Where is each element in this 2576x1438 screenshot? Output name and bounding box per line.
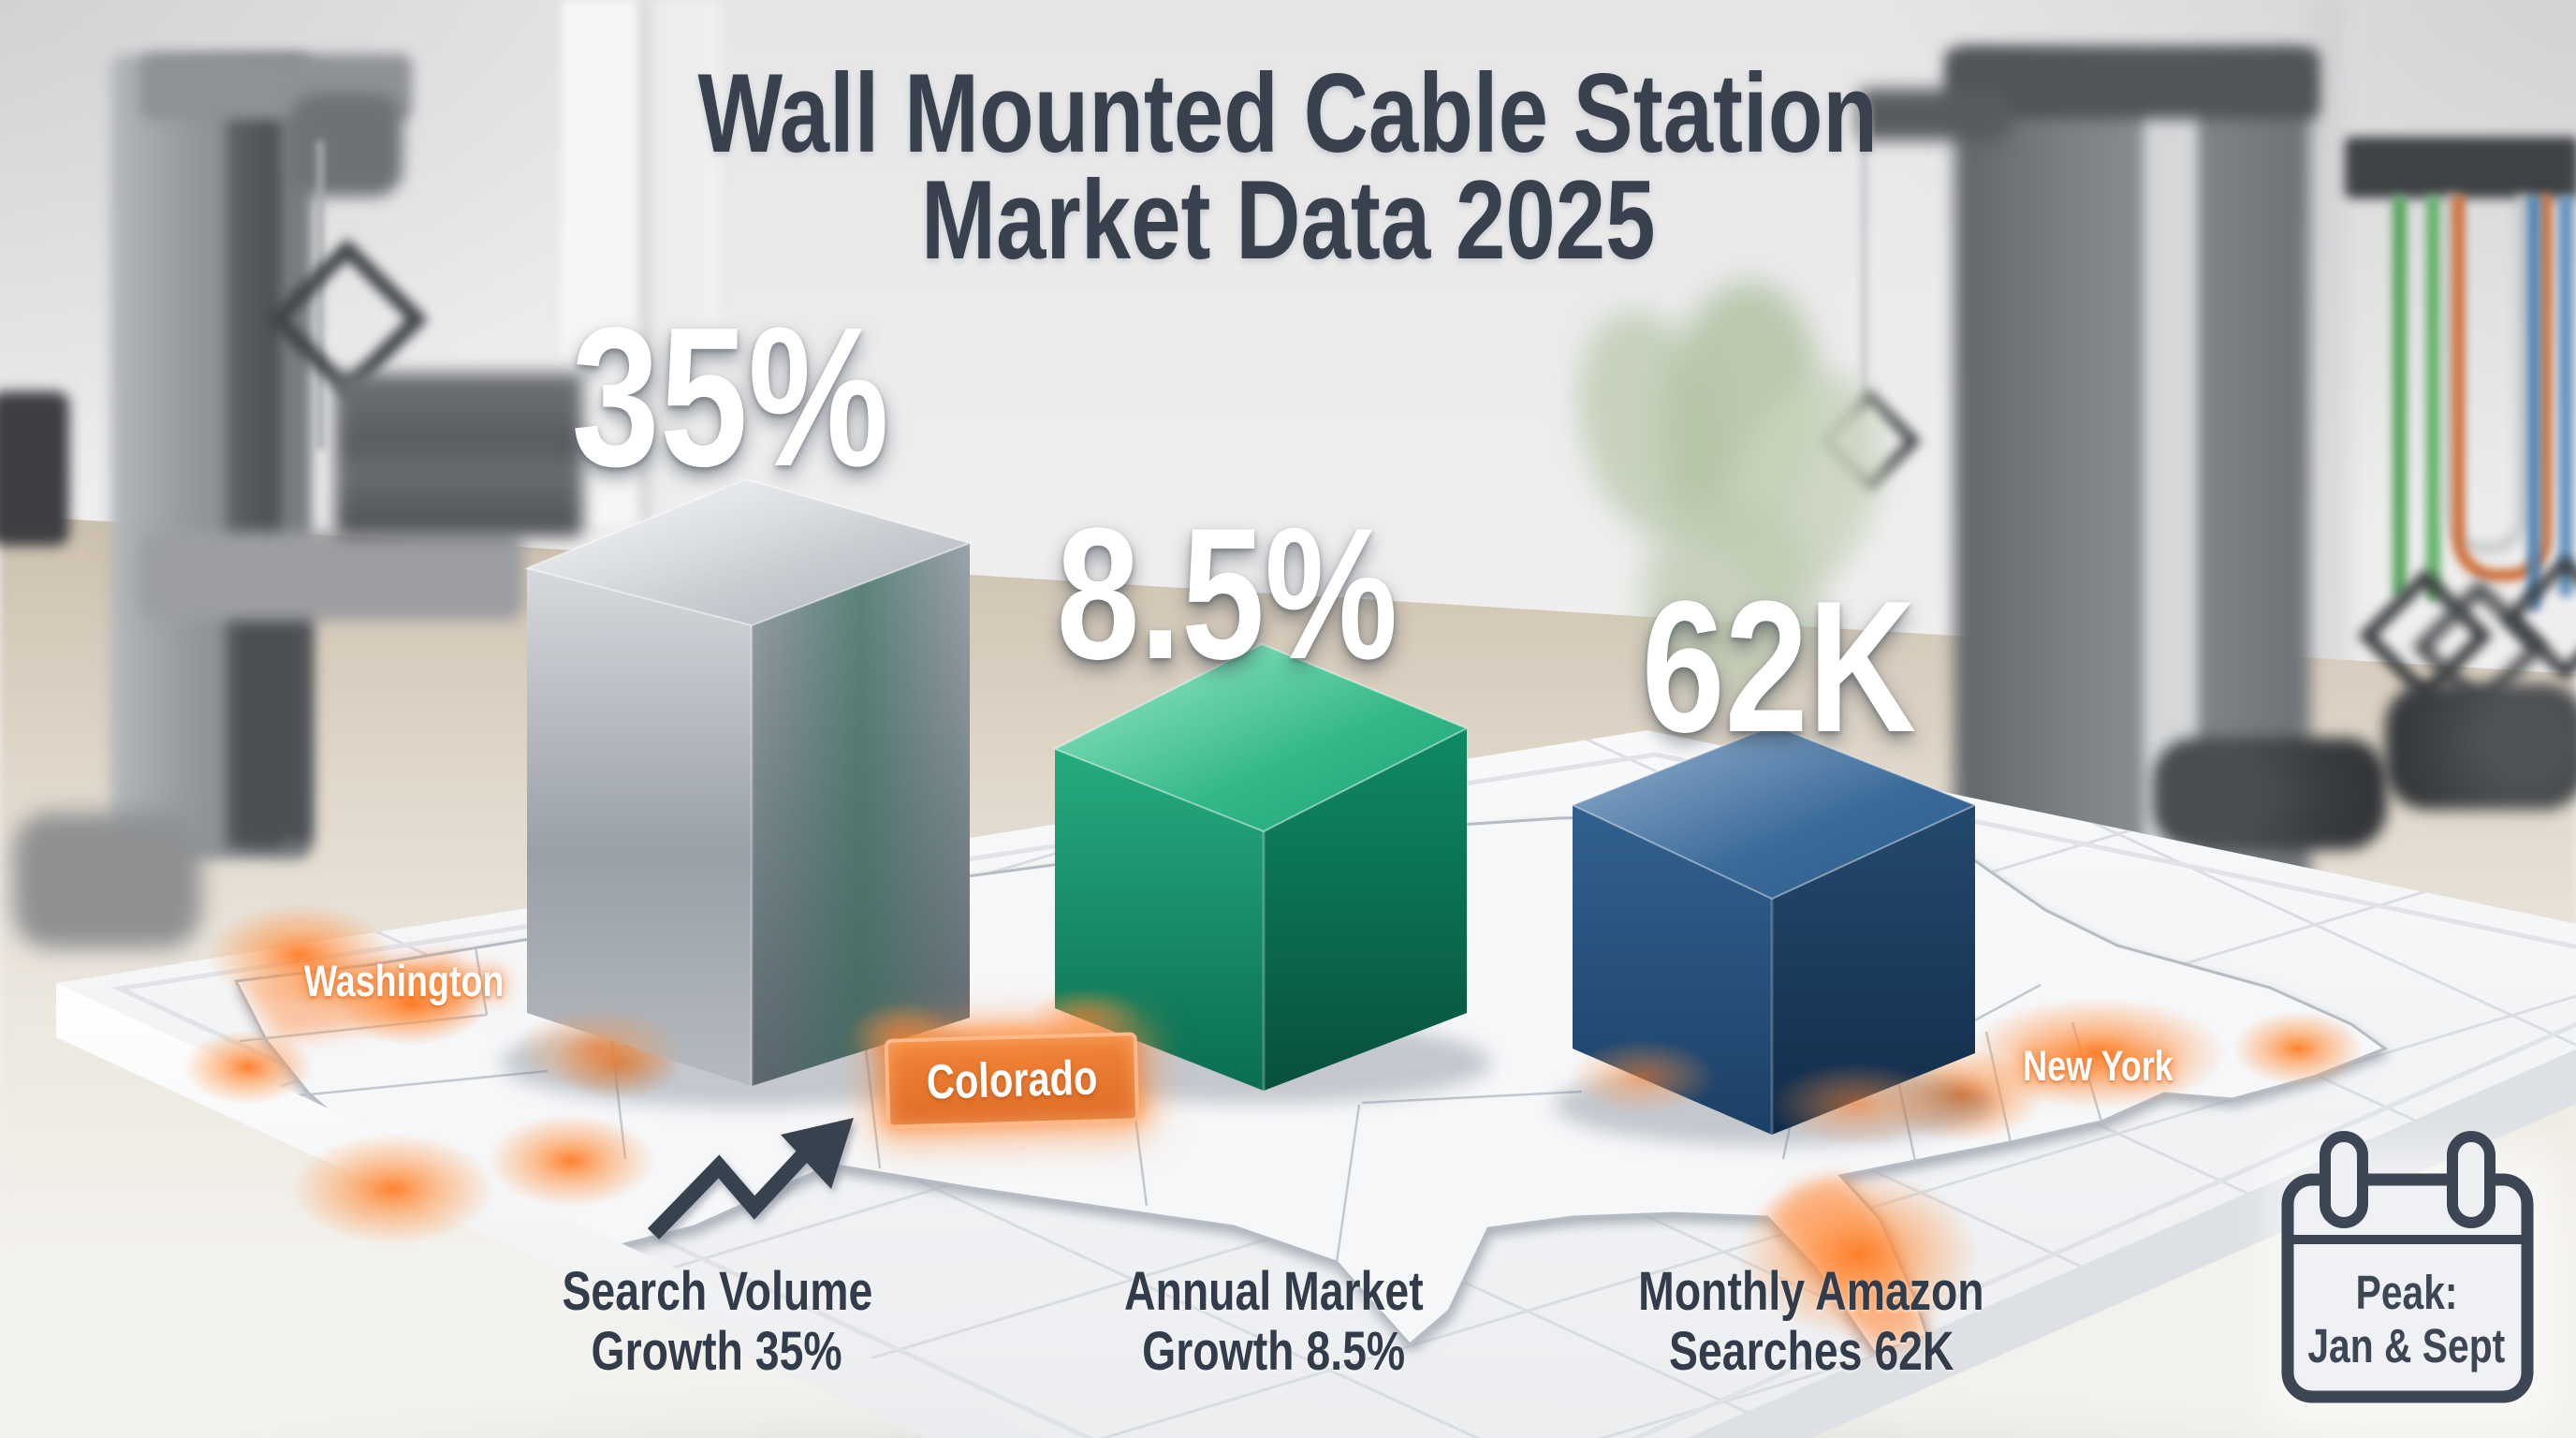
title-line2: Market Data 2025 — [920, 157, 1656, 283]
stat-value-market-growth: 8.5% — [1056, 490, 1398, 698]
state-label-new-york: New York — [2022, 1042, 2174, 1090]
stat-value-amazon-searches: 62K — [1641, 563, 1916, 771]
peak-callout: Peak: Jan & Sept — [2307, 1266, 2506, 1373]
cable-line-right — [1861, 108, 1867, 407]
resistance-band-rack — [2345, 137, 2576, 198]
resistance-band-blue — [2559, 195, 2572, 597]
stat-label-search-growth: Search Volume Growth 35% — [562, 1261, 872, 1382]
doorway — [562, 0, 721, 524]
state-label-washington: Washington — [304, 956, 505, 1005]
page-title: Wall Mounted Cable Station Market Data 2… — [352, 51, 2224, 283]
state-label-colorado: Colorado — [884, 1032, 1140, 1129]
pulley-icon — [290, 94, 402, 197]
weight-stack — [236, 599, 311, 843]
hotspot-glow — [183, 903, 2364, 1352]
stat-label-market-growth: Annual Market Growth 8.5% — [1124, 1261, 1424, 1382]
dumbbell-rack — [335, 373, 583, 536]
stat-value-search-growth: 35% — [571, 286, 889, 507]
cable-machine-right-arm — [1858, 89, 2008, 140]
floor-object — [14, 813, 201, 948]
resistance-band-green — [2426, 195, 2440, 602]
stat-label-amazon-searches: Monthly Amazon Searches 62K — [1638, 1261, 1984, 1382]
resistance-band-blue — [2527, 195, 2540, 611]
storage-bin — [0, 391, 69, 546]
title-line1: Wall Mounted Cable Station — [697, 51, 1879, 176]
trend-arrow-icon — [647, 1118, 854, 1240]
resistance-band-orange — [2452, 195, 2552, 581]
bar-silver-search-growth — [523, 477, 973, 1086]
floor-mat — [140, 532, 524, 621]
cable-line — [316, 140, 324, 449]
potted-plant — [1643, 496, 1816, 697]
dumbbell — [2153, 738, 2387, 850]
calendar-icon — [2265, 1131, 2557, 1428]
dumbbell — [2385, 683, 2576, 810]
resistance-band-green — [2393, 195, 2407, 597]
